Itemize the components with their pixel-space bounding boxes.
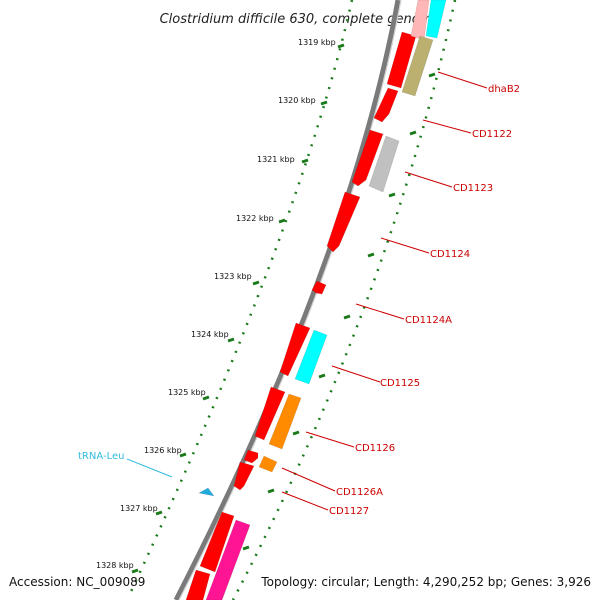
tick-label-1320: 1320 kbp xyxy=(278,96,316,105)
feature-arrow-3[interactable] xyxy=(351,129,384,187)
tick-labels: 1319 kbp 1320 kbp 1321 kbp 1322 kbp 1323… xyxy=(96,38,336,570)
gene-label-cd1123[interactable]: CD1123 xyxy=(453,183,493,194)
gene-label-cd1124[interactable]: CD1124 xyxy=(430,249,470,260)
gene-label-trna-leu[interactable]: tRNA-Leu xyxy=(78,451,124,462)
feature-arrow-6[interactable] xyxy=(279,322,311,377)
tick-label-1322: 1322 kbp xyxy=(236,214,274,223)
gene-label-cd1126[interactable]: CD1126 xyxy=(355,443,395,454)
gene-label-dhab2[interactable]: dhaB2 xyxy=(488,84,520,95)
feature-arrow-11[interactable] xyxy=(185,569,211,600)
feature-arrow-4[interactable] xyxy=(326,191,361,253)
feature-trna-leu[interactable] xyxy=(198,487,215,497)
tick-label-1325: 1325 kbp xyxy=(168,388,206,397)
accession-label: Accession: NC_009089 xyxy=(9,575,145,589)
gene-label-cd1124a[interactable]: CD1124A xyxy=(405,315,452,326)
feature-arrow-19[interactable] xyxy=(205,519,251,600)
tick-label-1328: 1328 kbp xyxy=(96,561,134,570)
tick-label-1324: 1324 kbp xyxy=(191,330,229,339)
outer-tick-marks xyxy=(242,72,436,551)
feature-arrow-16[interactable] xyxy=(294,329,328,385)
inner-tick-marks xyxy=(131,43,345,574)
feature-arrow-14[interactable] xyxy=(401,35,434,97)
tick-label-1323: 1323 kbp xyxy=(214,272,252,281)
map-title: Clostridium difficile 630, complete geno… xyxy=(160,12,441,27)
feature-arrow-8[interactable] xyxy=(243,449,259,464)
gene-label-cd1125[interactable]: CD1125 xyxy=(380,378,420,389)
tick-label-1326: 1326 kbp xyxy=(144,446,182,455)
feature-arrow-5[interactable] xyxy=(311,280,327,295)
tick-label-1319: 1319 kbp xyxy=(298,38,336,47)
feature-arrow-10[interactable] xyxy=(199,511,235,573)
topology-label: Topology: circular; Length: 4,290,252 bp… xyxy=(260,575,591,589)
inner-scale-dots xyxy=(126,0,354,599)
feature-arrow-9[interactable] xyxy=(233,461,255,491)
feature-arrow-17[interactable] xyxy=(268,393,302,450)
gene-labels: dhaB2 CD1122 CD1123 CD1124 CD1124A CD112… xyxy=(78,84,520,517)
feature-arrow-13[interactable] xyxy=(425,0,447,39)
tick-label-1327: 1327 kbp xyxy=(120,504,158,513)
genome-backbone xyxy=(173,0,401,600)
feature-arrow-2[interactable] xyxy=(373,87,399,123)
label-leader-lines xyxy=(126,71,488,511)
feature-arrow-18[interactable] xyxy=(258,455,278,473)
gene-label-cd1127[interactable]: CD1127 xyxy=(329,506,369,517)
feature-arrow-7[interactable] xyxy=(254,386,286,441)
feature-track xyxy=(185,0,447,600)
feature-arrow-15[interactable] xyxy=(368,135,400,193)
gene-label-cd1122[interactable]: CD1122 xyxy=(472,129,512,140)
backbone-highlight xyxy=(178,0,402,600)
tick-label-1321: 1321 kbp xyxy=(257,155,295,164)
gene-label-cd1126a[interactable]: CD1126A xyxy=(336,487,383,498)
